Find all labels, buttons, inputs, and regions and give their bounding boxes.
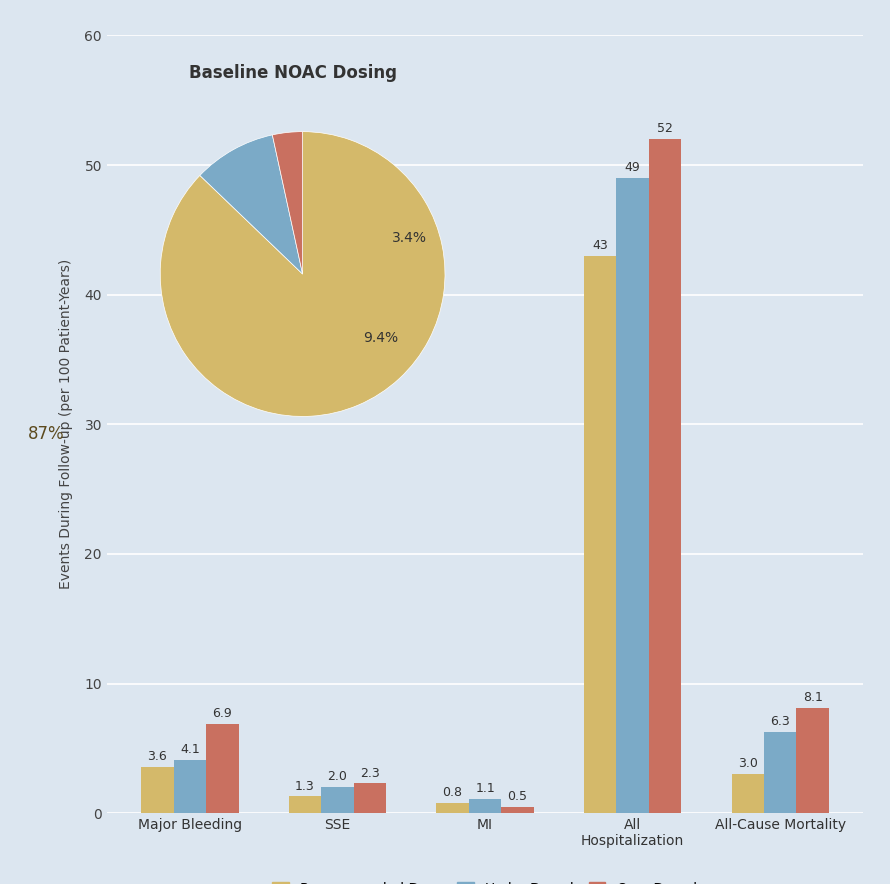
Text: 6.3: 6.3: [771, 714, 790, 728]
Text: 43: 43: [592, 239, 608, 252]
Text: 52: 52: [657, 122, 673, 135]
Text: 0.5: 0.5: [507, 790, 528, 803]
Wedge shape: [272, 132, 303, 274]
Bar: [288, 796, 321, 813]
Text: Baseline NOAC Dosing: Baseline NOAC Dosing: [189, 64, 397, 82]
Text: 1.3: 1.3: [295, 780, 315, 793]
Bar: [501, 807, 534, 813]
Bar: [764, 732, 797, 813]
Bar: [174, 760, 206, 813]
Bar: [469, 799, 501, 813]
Text: 8.1: 8.1: [803, 691, 822, 705]
Y-axis label: Events During Follow-up (per 100 Patient-Years): Events During Follow-up (per 100 Patient…: [60, 259, 73, 590]
Wedge shape: [200, 135, 303, 274]
Legend: Recommended Dose, Under-Dosed, Over-Dosed: Recommended Dose, Under-Dosed, Over-Dose…: [265, 874, 705, 884]
Text: 3.0: 3.0: [738, 758, 757, 771]
Text: 9.4%: 9.4%: [363, 332, 399, 345]
Bar: [617, 178, 649, 813]
Text: 87%: 87%: [28, 425, 65, 443]
Text: 3.6: 3.6: [148, 750, 167, 763]
Text: 1.1: 1.1: [475, 782, 495, 795]
Bar: [584, 255, 617, 813]
Bar: [436, 803, 469, 813]
Text: 6.9: 6.9: [213, 707, 232, 720]
Text: 49: 49: [625, 161, 641, 174]
Text: 4.1: 4.1: [180, 743, 199, 756]
Wedge shape: [160, 132, 445, 416]
Text: 2.0: 2.0: [328, 771, 347, 783]
Text: 3.4%: 3.4%: [392, 232, 427, 246]
Bar: [321, 788, 353, 813]
Bar: [732, 774, 764, 813]
Bar: [353, 783, 386, 813]
Bar: [797, 708, 829, 813]
Text: 2.3: 2.3: [360, 766, 380, 780]
Bar: [142, 766, 174, 813]
Bar: [649, 139, 682, 813]
Text: 0.8: 0.8: [442, 786, 463, 799]
Bar: [206, 724, 239, 813]
